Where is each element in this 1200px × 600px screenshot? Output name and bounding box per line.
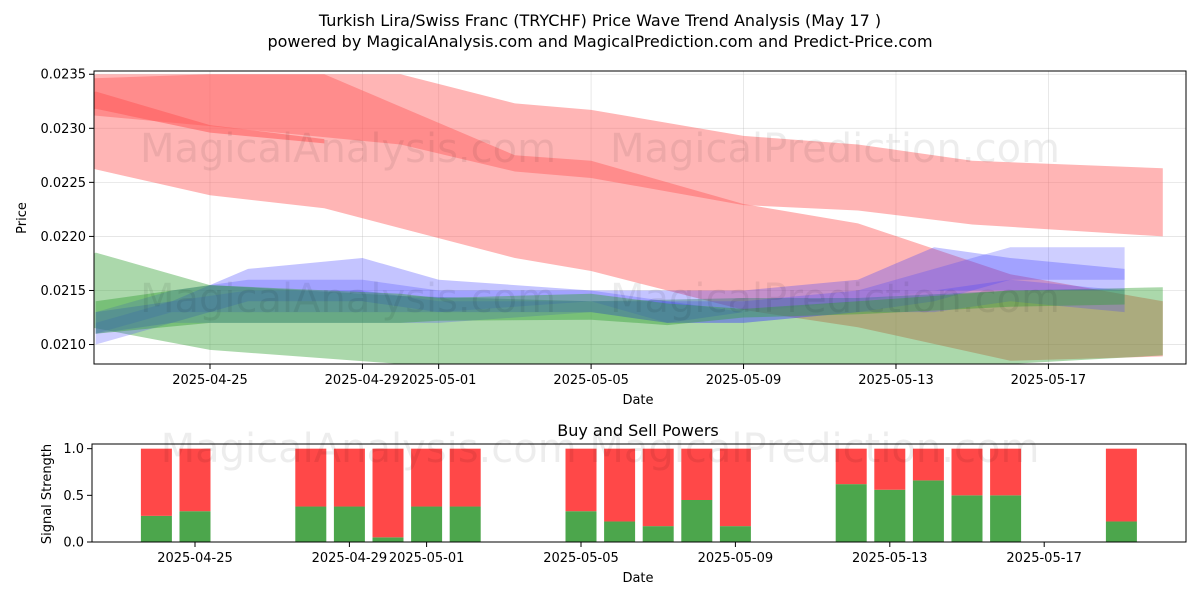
red-wave-band [94, 74, 1163, 361]
sell-bar [681, 448, 713, 500]
signal-xtick-label: 2025-04-29 [312, 551, 388, 566]
buy-bar [295, 506, 327, 542]
price-xlabel: Date [622, 393, 653, 408]
buy-bar [719, 526, 751, 542]
price-frame [93, 70, 1187, 365]
buy-bar [140, 515, 172, 542]
signal-xtick-label: 2025-05-05 [543, 551, 619, 566]
buy-bar [565, 511, 597, 542]
chart-subtitle: powered by MagicalAnalysis.com and Magic… [267, 32, 932, 51]
green-wave-band [94, 252, 1163, 364]
price-bands [94, 74, 1163, 364]
watermark-mid-right: MagicalPrediction.com [610, 276, 1060, 322]
signal-ytick-label: 1.0 [63, 442, 84, 457]
signal-frame [91, 443, 1187, 543]
blue-wave-band [95, 247, 1125, 334]
sell-bar [835, 448, 867, 485]
sell-bar [449, 448, 481, 507]
sell-bar [372, 448, 404, 538]
price-xtick-label: 2025-05-13 [858, 373, 934, 388]
signal-title: Buy and Sell Powers [557, 421, 719, 440]
signal-xtick-label: 2025-05-13 [852, 551, 928, 566]
sell-bar [604, 448, 636, 522]
buy-bar [333, 506, 365, 542]
buy-bar [1105, 521, 1137, 542]
buy-bar [874, 489, 906, 542]
price-plot-bg [94, 71, 1186, 364]
price-xtick-label: 2025-05-01 [401, 373, 477, 388]
price-ytick-label: 0.0215 [41, 284, 87, 299]
price-ytick-label: 0.0225 [41, 176, 87, 191]
buy-bar [449, 506, 481, 542]
signal-xtick-label: 2025-05-09 [698, 551, 774, 566]
sell-bar [411, 448, 443, 507]
sell-bar [990, 448, 1022, 496]
sell-bar [565, 448, 597, 512]
signal-panel: 0.0 0.5 1.0 2025-04-25 2025-04-29 2025-05-01 2… [63, 442, 1187, 566]
sell-bar [642, 448, 674, 527]
price-xtick-label: 2025-04-25 [172, 373, 248, 388]
buy-bar [604, 521, 636, 542]
signal-xtick-label: 2025-04-25 [157, 551, 233, 566]
buy-bar [912, 480, 944, 542]
sell-bar [295, 448, 327, 507]
blue-wave-band [95, 247, 1125, 334]
buy-bar [642, 526, 674, 542]
price-ytick-label: 0.0235 [41, 68, 87, 83]
watermark-top-left: MagicalAnalysis.com [140, 126, 556, 172]
price-ylabel: Price [15, 202, 30, 234]
price-xtick-label: 2025-05-17 [1011, 373, 1087, 388]
price-ytick-label: 0.0210 [41, 338, 87, 353]
buy-bar [681, 500, 713, 542]
price-panel: 0.0210 0.0215 0.0220 0.0225 0.0230 0.0235 2025… [41, 68, 1187, 388]
buy-bar [835, 484, 867, 542]
buy-bar [411, 506, 443, 542]
green-wave-band [95, 285, 1125, 334]
buy-bar [372, 537, 404, 542]
watermark-mid-left: MagicalAnalysis.com [140, 276, 556, 322]
buy-bar [990, 495, 1022, 542]
sell-bar [912, 448, 944, 481]
sell-bar [140, 448, 172, 516]
buy-bar [179, 511, 211, 542]
sell-bar [719, 448, 751, 527]
signal-xtick-label: 2025-05-17 [1006, 551, 1082, 566]
buy-bar [951, 495, 983, 542]
red-wave-band [94, 74, 1163, 237]
price-xtick-label: 2025-04-29 [325, 373, 401, 388]
sell-bar [179, 448, 211, 512]
price-xtick-label: 2025-05-09 [706, 373, 782, 388]
chart-title: Turkish Lira/Swiss Franc (TRYCHF) Price … [318, 11, 881, 30]
signal-ytick-label: 0.5 [63, 489, 84, 504]
signal-xlabel: Date [622, 571, 653, 586]
signal-xtick-label: 2025-05-01 [389, 551, 465, 566]
blue-wave-band [95, 279, 1125, 345]
signal-ytick-label: 0.0 [63, 536, 84, 551]
sell-bar [333, 448, 365, 507]
price-ytick-label: 0.0220 [41, 230, 87, 245]
sell-bar [951, 448, 983, 496]
sell-bar [874, 448, 906, 490]
signal-ylabel: Signal Strength [40, 444, 55, 544]
red-wave-band [94, 91, 325, 144]
price-xtick-label: 2025-05-05 [553, 373, 629, 388]
watermark-bottom: MagicalAnalysis.com MagicalPrediction.co… [161, 426, 1040, 472]
price-ytick-label: 0.0230 [41, 122, 87, 137]
sell-bar [1105, 448, 1137, 522]
watermark-top-right: MagicalPrediction.com [610, 126, 1060, 172]
